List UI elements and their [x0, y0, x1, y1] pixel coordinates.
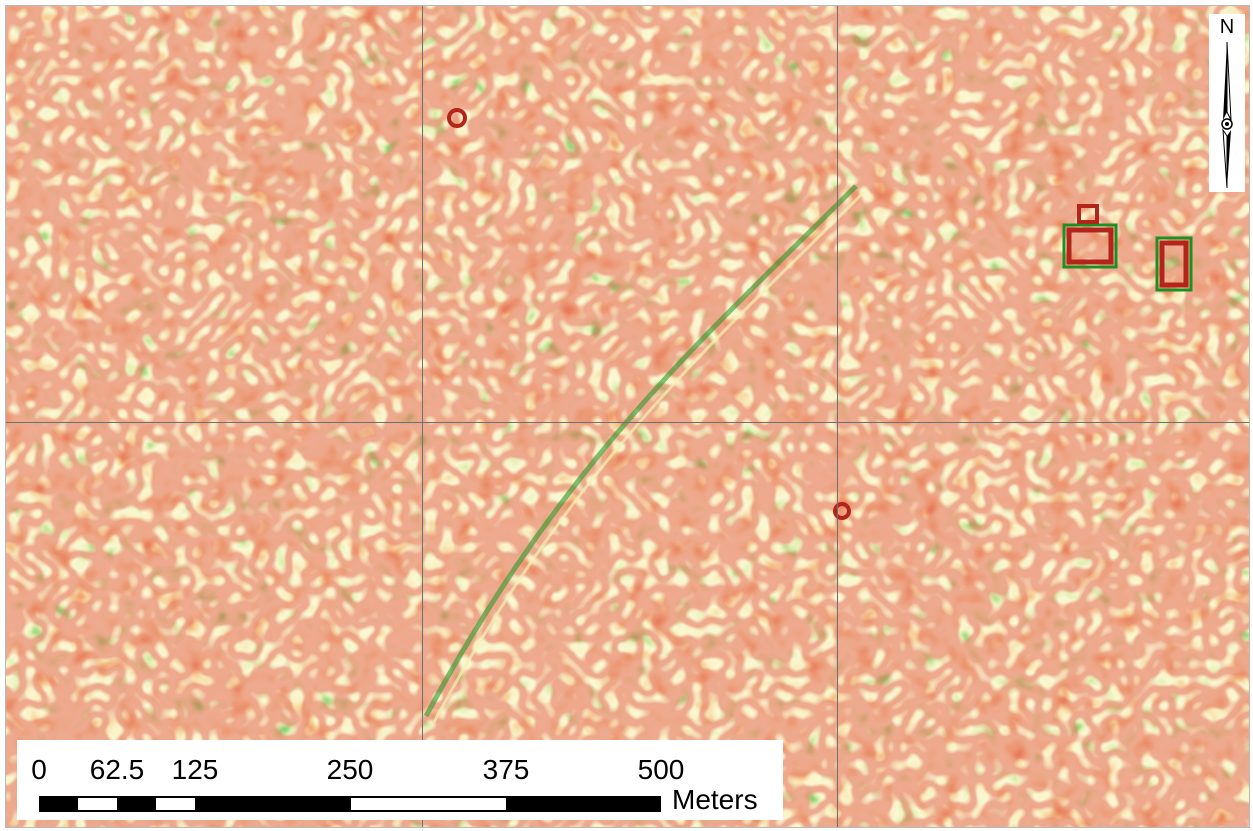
scale-tick-label: 0 [31, 754, 47, 785]
scale-tick-label: 125 [171, 754, 219, 785]
grid-line-horizontal [6, 422, 1249, 423]
scale-bar-graphic [39, 796, 661, 812]
hillshade-relief-map[interactable] [5, 5, 1250, 828]
scale-unit-label: Meters [672, 784, 758, 815]
north-arrow: N [1209, 14, 1245, 192]
north-label: N [1219, 16, 1235, 38]
scale-tick-label: 500 [637, 754, 685, 785]
scale-tick-label: 250 [326, 754, 374, 785]
scale-bar: 0 62.5 125 250 375 500 Meters [17, 740, 783, 820]
scale-tick-label: 62.5 [89, 754, 145, 785]
scale-tick-label: 375 [482, 754, 530, 785]
north-arrow-icon [1221, 41, 1233, 189]
grid-line-vertical [422, 6, 423, 827]
terrain-texture [6, 6, 1249, 827]
grid-line-vertical [837, 6, 838, 827]
